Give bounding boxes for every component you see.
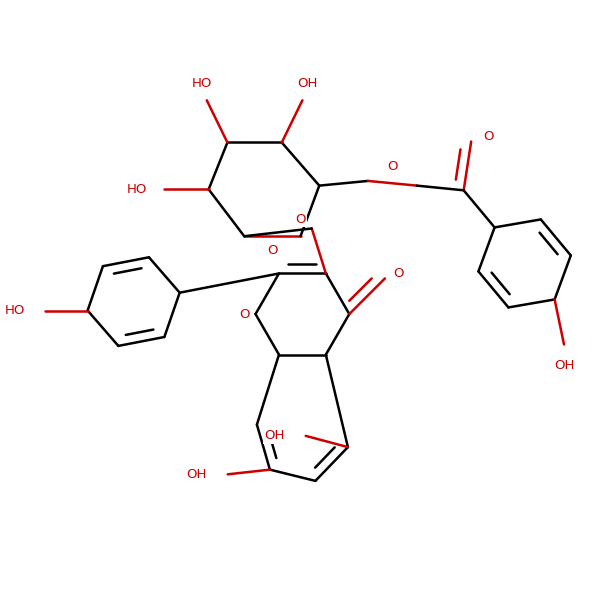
Text: O: O bbox=[239, 308, 250, 320]
Text: HO: HO bbox=[192, 77, 212, 90]
Text: OH: OH bbox=[297, 77, 317, 90]
Text: OH: OH bbox=[554, 359, 574, 371]
Text: HO: HO bbox=[127, 183, 147, 196]
Text: O: O bbox=[483, 130, 493, 143]
Text: O: O bbox=[295, 212, 306, 226]
Text: O: O bbox=[267, 244, 278, 257]
Text: HO: HO bbox=[4, 304, 25, 317]
Text: O: O bbox=[394, 267, 404, 280]
Text: OH: OH bbox=[187, 468, 207, 481]
Text: O: O bbox=[387, 160, 398, 173]
Text: OH: OH bbox=[265, 430, 285, 442]
